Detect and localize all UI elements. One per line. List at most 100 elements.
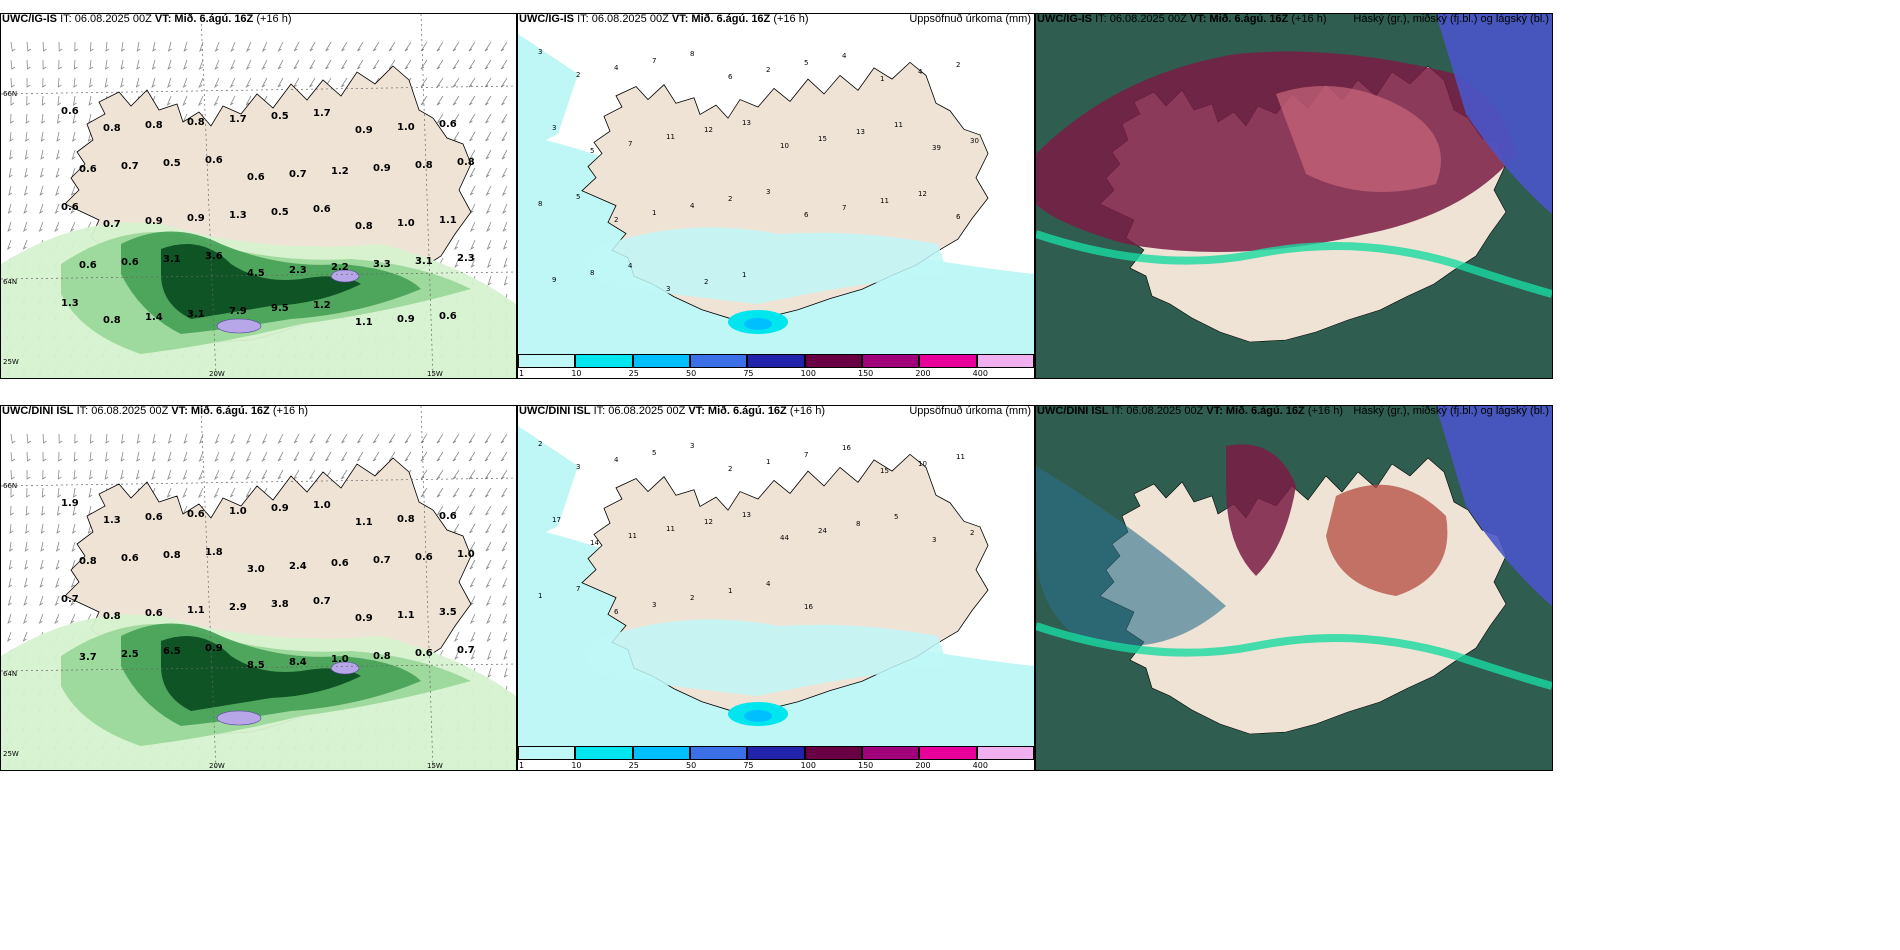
- precip-area: [578, 227, 948, 304]
- precip-value-label: 0.9: [187, 213, 205, 224]
- grid-label: 20W: [209, 370, 225, 378]
- precip-value-label: 3: [932, 536, 936, 544]
- precip-value-label: 7: [652, 57, 656, 65]
- precip-value-label: 1: [538, 592, 542, 600]
- precip-value-label: 1.9: [61, 498, 79, 509]
- wind-map: 66N 64N 25W 20W 15W 1.9 1.3 0.6 0.6 1.0 0.9 1.0 1.1 0…: [1, 406, 516, 770]
- precip-value-label: 0.8: [163, 550, 181, 561]
- colorbar-swatch: [862, 354, 920, 368]
- precip-value-label: 5: [590, 147, 594, 155]
- heavy-precip-core: [330, 661, 360, 675]
- colorbar-swatch: [518, 354, 576, 368]
- lat-line: [1, 477, 516, 487]
- precip-value-label: 3.1: [415, 256, 433, 267]
- precip-value-label: 1.1: [439, 215, 457, 226]
- heavy-precip-core: [330, 269, 360, 283]
- precip-value-label: 11: [666, 133, 675, 141]
- precip-value-label: 1.0: [397, 122, 415, 133]
- precip-value-label: 1.1: [355, 517, 373, 528]
- colorbar-swatch: [862, 746, 920, 760]
- precip-value-label: 0.8: [187, 117, 205, 128]
- precip-value-label: 4: [842, 52, 847, 60]
- precip-value-label: 13: [742, 511, 751, 519]
- precip-value-label: 5: [652, 449, 656, 457]
- precip-value-label: 0.5: [271, 111, 289, 122]
- precip-value-label: 0.8: [415, 160, 433, 171]
- precip-value-label: 3: [766, 188, 770, 196]
- precip-value-label: 4: [628, 262, 633, 270]
- wind-map-panel-igis: UWC/IG-IS IT: 06.08.2025 00Z VT: Mið. 6.…: [0, 13, 517, 379]
- colorbar-tick: 50: [686, 761, 697, 770]
- precip-value-label: 3.1: [187, 309, 205, 320]
- colorbar-tick: 200: [915, 761, 931, 770]
- precip-value-label: 3.3: [373, 259, 391, 270]
- precip-value-label: 3: [690, 442, 694, 450]
- grid-label: 64N: [3, 278, 17, 286]
- colorbar-tick: 100: [800, 761, 816, 770]
- precip-value-label: 3.0: [247, 564, 265, 575]
- colorbar-tick: 25: [628, 761, 639, 770]
- precip-value-label: 0.6: [415, 552, 433, 563]
- precip-value-label: 44: [780, 534, 789, 542]
- precip-value-label: 2: [956, 61, 960, 69]
- colorbar-tick: 150: [858, 369, 874, 378]
- precip-value-label: 0.6: [331, 558, 349, 569]
- lat-line: [1, 271, 516, 280]
- panel-subtitle: Háský (gr.), miðský (fj.bl.) og lágský (…: [1353, 13, 1549, 25]
- precip-value-label: 1.4: [145, 312, 163, 323]
- precip-value-label: 2.3: [289, 265, 307, 276]
- precip-value-label: 0.6: [79, 164, 97, 175]
- wind-map-panel-dini: UWC/DINI ISL IT: 06.08.2025 00Z VT: Mið.…: [0, 405, 517, 771]
- precip-core: [744, 318, 772, 330]
- blue-cloud-area: [1436, 406, 1552, 606]
- cloud-map-panel-dini: UWC/DINI ISL IT: 06.08.2025 00Z VT: Mið.…: [1035, 405, 1553, 771]
- precip-value-label: 0.6: [247, 172, 265, 183]
- cloud-map-panel-igis: UWC/IG-IS IT: 06.08.2025 00Z VT: Mið. 6.…: [1035, 13, 1553, 379]
- precip-value-label: 2: [576, 71, 580, 79]
- precip-value-label: 2: [704, 278, 708, 286]
- panel-title: UWC/IG-IS IT: 06.08.2025 00Z VT: Mið. 6.…: [1037, 13, 1327, 25]
- colorbar-tick: 50: [686, 369, 697, 378]
- lon-line: [200, 14, 217, 378]
- precip-value-label: 0.6: [145, 608, 163, 619]
- precip-value-label: 4.5: [247, 268, 265, 279]
- precip-value-label: 1.3: [61, 298, 79, 309]
- wind-map: 66N 64N 25W 20W 15W 0.6 0.8 0.8 0.8 1.7 0.5 1.7 0.9 1…: [1, 14, 516, 378]
- precip-value-label: 7: [628, 140, 632, 148]
- precip-light-area: [518, 426, 578, 546]
- precip-map: 2345321716151011171411111213442485321763…: [518, 406, 1034, 746]
- precip-value-label: 11: [628, 532, 637, 540]
- precip-value-label: 0.6: [313, 204, 331, 215]
- precip-value-label: 1: [728, 587, 732, 595]
- precip-area: [161, 636, 361, 711]
- precip-value-label: 0.7: [61, 594, 79, 605]
- precip-value-label: 6: [956, 213, 961, 221]
- precip-value-label: 11: [880, 197, 889, 205]
- precip-value-label: 3: [666, 285, 670, 293]
- precip-value-label: 9.5: [271, 303, 289, 314]
- precip-value-label: 13: [856, 128, 865, 136]
- lat-line: [1, 85, 516, 95]
- precip-value-label: 4: [766, 580, 771, 588]
- precip-value-label: 2: [614, 216, 618, 224]
- precip-value-label: 10: [918, 460, 927, 468]
- low-cloud-area: [1036, 466, 1226, 646]
- precip-value-label: 12: [918, 190, 927, 198]
- precip-value-label: 1.8: [205, 547, 223, 558]
- precip-value-label: 7.9: [229, 306, 247, 317]
- precip-value-label: 0.8: [145, 120, 163, 131]
- lon-line: [420, 14, 434, 378]
- precip-value-label: 7: [576, 585, 580, 593]
- precip-value-label: 2: [970, 529, 974, 537]
- lon-line: [420, 406, 434, 770]
- precip-value-label: 10: [780, 142, 789, 150]
- colorbar-tick: 25: [628, 369, 639, 378]
- precip-light-area: [518, 34, 578, 154]
- panel-title: UWC/IG-IS IT: 06.08.2025 00Z VT: Mið. 6.…: [2, 13, 292, 25]
- precip-value-label: 2: [728, 195, 732, 203]
- precip-value-label: 7: [842, 204, 846, 212]
- precip-value-label: 2.5: [121, 649, 139, 660]
- precip-value-label: 0.8: [79, 556, 97, 567]
- colorbar-tick: 10: [571, 369, 582, 378]
- colorbar-tick: 400: [972, 369, 988, 378]
